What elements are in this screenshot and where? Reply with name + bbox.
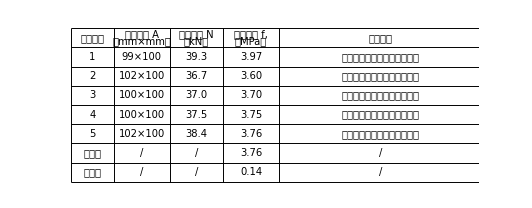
Text: 混凝土与结构胶界面剪切破坏: 混凝土与结构胶界面剪切破坏 <box>342 52 420 62</box>
Text: 破坏形式: 破坏形式 <box>369 33 393 43</box>
Text: 0.14: 0.14 <box>240 167 262 177</box>
Text: 极限压力 N: 极限压力 N <box>179 29 214 39</box>
Text: （MPa）: （MPa） <box>235 36 267 46</box>
Text: 破坏面积 A: 破坏面积 A <box>124 29 159 39</box>
Text: 38.4: 38.4 <box>185 129 207 139</box>
Text: 4: 4 <box>89 110 95 120</box>
Text: 100×100: 100×100 <box>119 110 165 120</box>
Text: 5: 5 <box>89 129 95 139</box>
Text: 3.75: 3.75 <box>240 110 262 120</box>
Text: 混凝土与结构胶界面剪切破坏: 混凝土与结构胶界面剪切破坏 <box>342 110 420 120</box>
Text: （mm×mm）: （mm×mm） <box>112 36 171 46</box>
Text: /: / <box>379 148 383 158</box>
Text: 39.3: 39.3 <box>185 52 207 62</box>
Text: /: / <box>195 167 198 177</box>
Text: 标准差: 标准差 <box>84 167 101 177</box>
Text: （kN）: （kN） <box>184 36 209 46</box>
Text: 2: 2 <box>89 71 95 81</box>
Text: 102×100: 102×100 <box>119 71 165 81</box>
Text: /: / <box>140 148 144 158</box>
Text: 99×100: 99×100 <box>122 52 162 62</box>
Text: 100×100: 100×100 <box>119 90 165 100</box>
Text: 3: 3 <box>89 90 95 100</box>
Text: 抗剪强度 f,: 抗剪强度 f, <box>234 29 268 39</box>
Text: 试验编号: 试验编号 <box>80 33 104 43</box>
Text: 混凝土与结构胶界面剪切破坏: 混凝土与结构胶界面剪切破坏 <box>342 71 420 81</box>
Text: 1: 1 <box>89 52 95 62</box>
Text: 混凝土与结构胶界面剪切破坏: 混凝土与结构胶界面剪切破坏 <box>342 129 420 139</box>
Text: /: / <box>195 148 198 158</box>
Text: 3.76: 3.76 <box>240 148 262 158</box>
Text: 3.76: 3.76 <box>240 129 262 139</box>
Text: 平均值: 平均值 <box>84 148 101 158</box>
Text: 混凝土与结构胶界面剪切破坏: 混凝土与结构胶界面剪切破坏 <box>342 90 420 100</box>
Text: 102×100: 102×100 <box>119 129 165 139</box>
Text: 37.5: 37.5 <box>185 110 207 120</box>
Text: 37.0: 37.0 <box>185 90 207 100</box>
Text: /: / <box>379 167 383 177</box>
Text: 3.97: 3.97 <box>240 52 262 62</box>
Text: /: / <box>140 167 144 177</box>
Text: 3.70: 3.70 <box>240 90 262 100</box>
Text: 36.7: 36.7 <box>185 71 207 81</box>
Text: 3.60: 3.60 <box>240 71 262 81</box>
